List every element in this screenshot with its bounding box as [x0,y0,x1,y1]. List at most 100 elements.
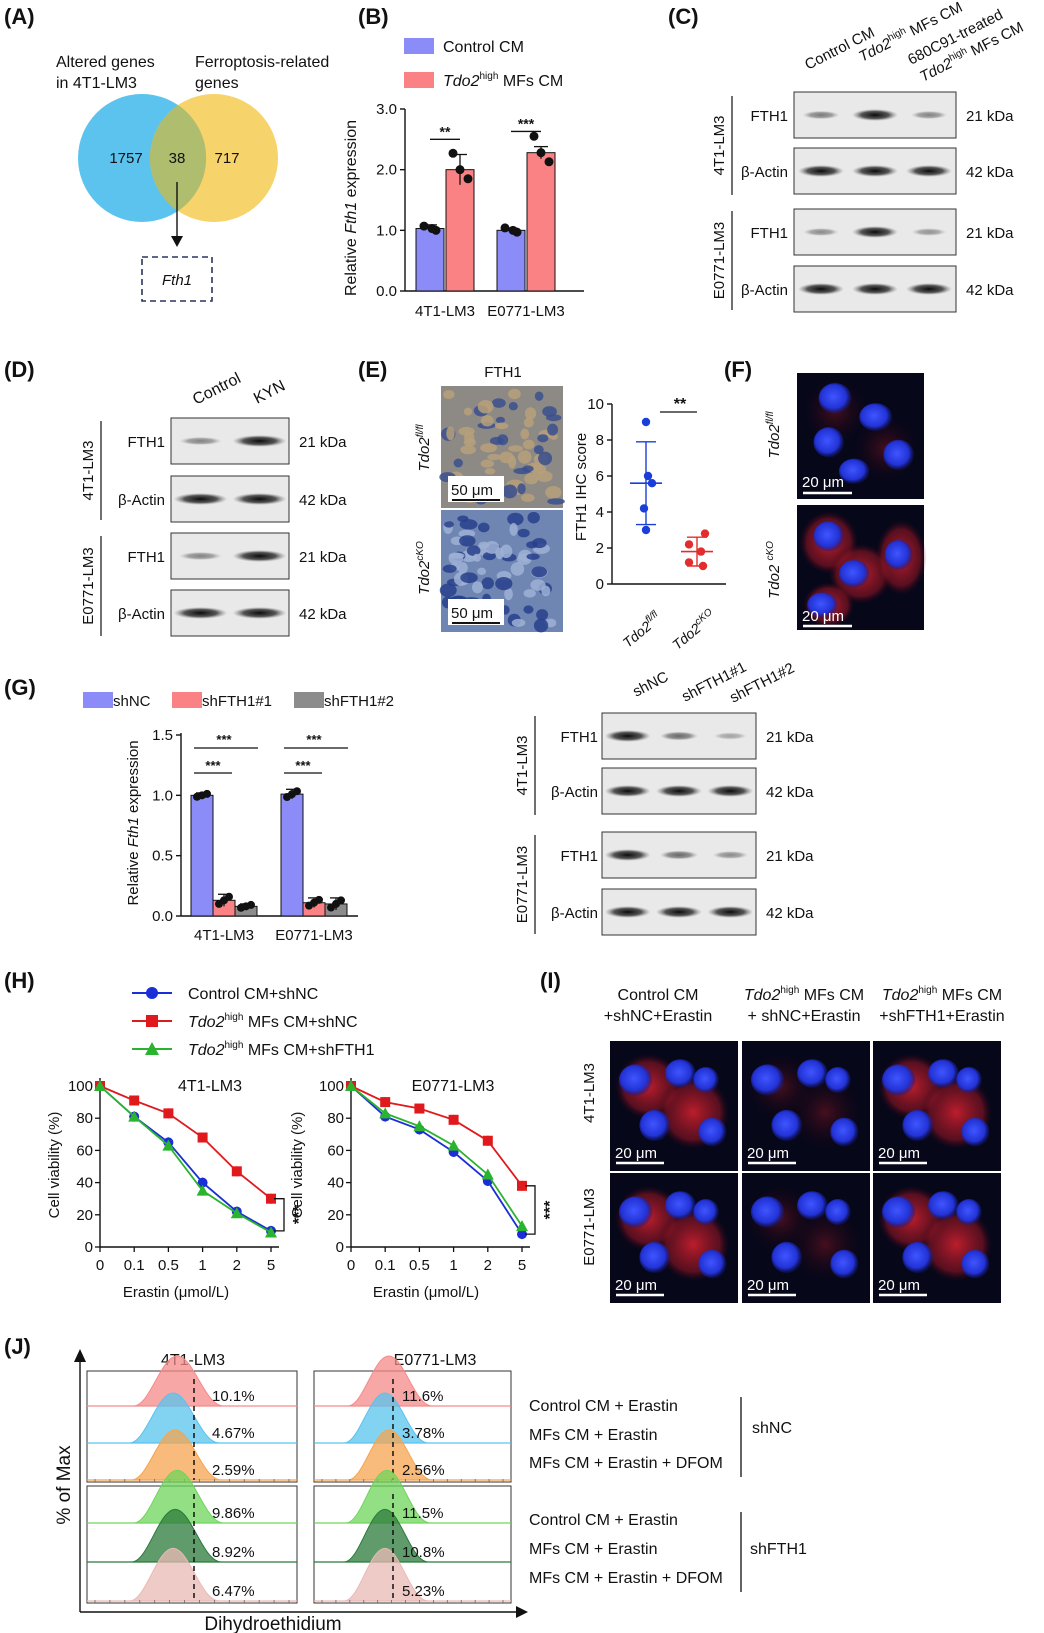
if-cells-fl [797,373,924,499]
data-point [508,225,518,235]
j-group-shnc: shNC [752,1420,792,1437]
legend-marker-shfth1 [145,1042,159,1055]
j-title-e0771: E0771-LM3 [394,1352,477,1369]
panel-h: (H) Control CM+shNC Tdo2high MFs CM+shNC… [4,968,559,1301]
bar-control [496,229,526,292]
h-xtick-label: 2 [484,1257,492,1274]
legend-swatch-tdo2 [404,72,434,88]
blot-band [656,906,702,918]
j-xlabel: Dihydroethidium [204,1614,341,1633]
h-series-line [350,1085,523,1187]
i-col1-line2: +shNC+Erastin [604,1008,713,1025]
legend-label-shfth1-2: shFTH1#2 [324,693,394,710]
j-histogram [343,1547,429,1602]
nucleus [639,1241,671,1274]
h-point-tdo2 [517,1180,527,1191]
h-point-tdo2 [448,1114,459,1125]
b-ytick-label: 3.0 [376,101,397,118]
ihc-cell [458,529,476,538]
scale-box-fl [448,476,504,502]
venn-right-title-line2: genes [195,75,239,92]
data-point [455,165,465,175]
j-histogram [343,1508,429,1563]
nucleus [956,1067,982,1093]
h-point-shfth1 [516,1220,528,1232]
h-point-shfth1 [230,1207,243,1219]
scale-label-f2: 20 μm [802,608,844,625]
scale-label: 20 μm [615,1277,657,1294]
h-xtick-label: 0.5 [409,1257,430,1274]
blot-band [798,283,844,295]
j-histogram [133,1355,224,1407]
protein-label: β-Actin [551,905,598,922]
h-title-4t1: 4T1-LM3 [178,1078,242,1095]
blot-band [173,493,228,505]
h-point-tdo2 [231,1166,242,1177]
group-label: E0771-LM3 [80,547,97,625]
h-sig-label: *** [291,1205,308,1224]
blot-band [906,283,952,295]
venn-left-title-line2: in 4T1-LM3 [56,75,137,92]
blot-band [803,228,839,236]
h-ytick-label: 80 [76,1110,93,1127]
nucleus [693,1067,719,1093]
j-histogram [129,1392,220,1444]
h-sig-label: *** [542,1200,559,1219]
ihc-cell [530,579,546,591]
i-image-grid: 20 μm 20 μm 20 μm 20 μm 20 μm 20 μm [610,1041,1001,1303]
western-blot-c: FTH1 21 kDa β-Actin 42 kDa FTH1 21 kDa β-Actin… [711,91,1014,313]
h-point-shfth1 [128,1110,141,1122]
ihc-cell [446,426,455,441]
j-cond-shfth1-3: MFs CM + Erastin + DFOM [529,1570,723,1587]
g-bars: 4T1-LM3 *** *** E0771-LM3 *** *** [190,732,353,944]
blot-band [604,730,651,742]
j-percent-label: 11.5% [402,1505,443,1522]
panel-label-d: (D) [4,357,35,382]
blot-band [179,436,222,446]
sig-label: *** [518,115,535,131]
panel-label-e: (E) [358,357,387,382]
nucleus [750,1064,785,1096]
nucleus [928,1191,959,1220]
legend-label-tdo2-shfth1: Tdo2high MFs CM+shFTH1 [188,1040,375,1059]
j-histogram [129,1547,220,1602]
j-percent-label: 11.6% [402,1388,443,1405]
ihc-cell [443,521,454,528]
nucleus [665,1191,696,1220]
ihc-cell [526,553,540,560]
lane-label-kyn: KYN [251,377,288,407]
e-ytick-label: 10 [587,396,604,413]
venn-right-count: 717 [214,150,239,167]
ihc-cell [517,528,530,538]
legend-label-control-shnc: Control CM+shNC [188,986,318,1003]
bar-tdo2 [445,169,475,292]
ihc-cell [487,453,501,461]
nucleus [830,1117,859,1147]
h-sig-bracket [274,1198,285,1232]
ihc-cell [495,422,509,430]
g-sig-label-2: *** [306,732,322,747]
ihc-cell [463,407,473,416]
legend-swatch-shfth1-1 [172,692,202,708]
ihc-cell [507,512,524,526]
ihc-score-point [641,525,651,535]
venn-overlap-count: 38 [169,150,186,167]
i-row-label-4t1: 4T1-LM3 [581,1063,598,1123]
venn-left-count: 1757 [109,150,142,167]
panel-j: (J) 4T1-LM3 E0771-LM3 % of Max Dihydroet… [4,1334,807,1633]
j-percent-label: 5.23% [402,1583,445,1600]
ihc-scatter: ** [630,396,713,571]
ihc-score-ylabel: FTH1 IHC score [573,433,590,541]
i-col2-line2: + shNC+Erastin [748,1008,861,1025]
kda-label: 42 kDa [766,784,814,801]
ihc-cell [511,618,526,627]
j-group-shfth1: shFTH1 [750,1541,807,1558]
j-histogram [347,1429,433,1481]
blot-band [798,165,844,177]
blot-band [179,551,222,561]
h-ytick-label: 60 [327,1142,344,1159]
blot-band [707,906,754,918]
ihc-cell [510,562,525,576]
nucleus [961,1117,990,1147]
